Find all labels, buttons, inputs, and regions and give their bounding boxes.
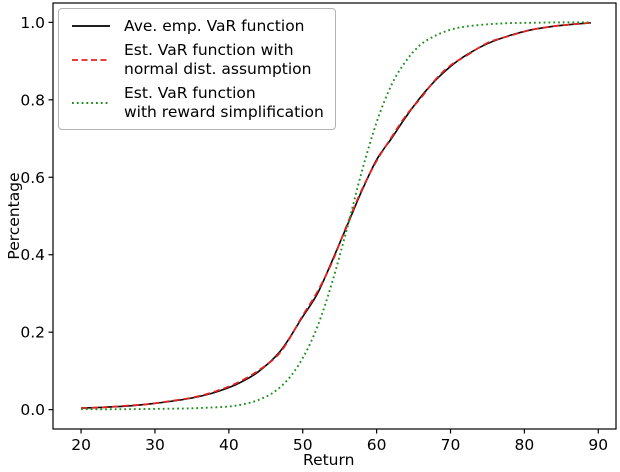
x-tick-label: 50 bbox=[293, 436, 313, 454]
y-tick-label: 1.0 bbox=[20, 14, 45, 32]
legend-label-line: Est. VaR function with bbox=[124, 41, 294, 59]
legend-label-line: Ave. emp. VaR function bbox=[124, 16, 305, 35]
legend-label-line: with reward simplification bbox=[124, 103, 324, 121]
y-tick-label: 0.0 bbox=[20, 401, 45, 419]
legend-label: Est. VaR function with normal dist. assu… bbox=[124, 41, 312, 79]
y-axis-label: Percentage bbox=[5, 172, 23, 260]
x-tick-label: 80 bbox=[515, 436, 535, 454]
legend-item-ave-emp-var: Ave. emp. VaR function bbox=[69, 16, 324, 36]
solid-line-icon bbox=[72, 25, 110, 27]
x-tick-label: 40 bbox=[219, 436, 239, 454]
series-line-est-var-normal bbox=[81, 21, 591, 409]
legend-label-line: Est. VaR function bbox=[124, 84, 256, 102]
legend-label-line: normal dist. assumption bbox=[124, 60, 312, 78]
y-tick-label: 0.8 bbox=[20, 91, 45, 109]
legend-item-est-var-reward: Est. VaR function with reward simplifica… bbox=[69, 84, 324, 122]
dotted-line-icon bbox=[72, 102, 110, 104]
x-tick-label: 60 bbox=[367, 436, 387, 454]
legend-label: Est. VaR function with reward simplifica… bbox=[124, 84, 324, 122]
x-axis-label: Return bbox=[303, 451, 355, 469]
axes-frame bbox=[52, 2, 617, 430]
x-tick-label: 20 bbox=[71, 436, 91, 454]
y-tick-label: 0.2 bbox=[20, 324, 45, 342]
y-tick-label: 0.6 bbox=[20, 169, 45, 187]
dashed-line-icon bbox=[72, 59, 110, 61]
legend-label: Ave. emp. VaR function bbox=[124, 17, 305, 36]
legend-item-est-var-normal: Est. VaR function with normal dist. assu… bbox=[69, 41, 324, 79]
y-tick-label: 0.4 bbox=[20, 246, 45, 264]
x-tick-label: 30 bbox=[145, 436, 165, 454]
x-tick-label: 70 bbox=[441, 436, 461, 454]
x-tick-label: 90 bbox=[588, 436, 608, 454]
legend: Ave. emp. VaR function Est. VaR function… bbox=[58, 8, 336, 130]
